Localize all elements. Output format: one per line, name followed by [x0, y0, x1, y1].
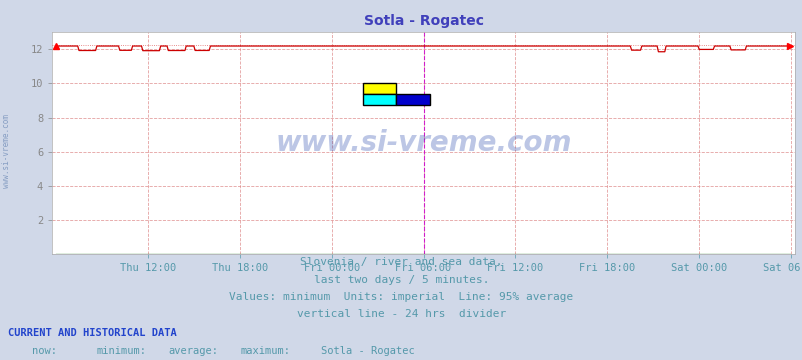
Text: last two days / 5 minutes.: last two days / 5 minutes.: [314, 275, 488, 285]
FancyBboxPatch shape: [363, 94, 395, 105]
Text: vertical line - 24 hrs  divider: vertical line - 24 hrs divider: [297, 309, 505, 319]
Text: www.si-vreme.com: www.si-vreme.com: [2, 114, 11, 188]
Text: www.si-vreme.com: www.si-vreme.com: [275, 129, 571, 157]
Text: CURRENT AND HISTORICAL DATA: CURRENT AND HISTORICAL DATA: [8, 328, 176, 338]
Text: minimum:: minimum:: [96, 346, 146, 356]
Text: average:: average:: [168, 346, 218, 356]
Title: Sotla - Rogatec: Sotla - Rogatec: [363, 14, 483, 28]
FancyBboxPatch shape: [363, 83, 395, 94]
Text: maximum:: maximum:: [241, 346, 290, 356]
Text: Sotla - Rogatec: Sotla - Rogatec: [321, 346, 415, 356]
Text: now:: now:: [32, 346, 57, 356]
FancyBboxPatch shape: [395, 94, 429, 105]
Text: Values: minimum  Units: imperial  Line: 95% average: Values: minimum Units: imperial Line: 95…: [229, 292, 573, 302]
Text: Slovenia / river and sea data.: Slovenia / river and sea data.: [300, 257, 502, 267]
